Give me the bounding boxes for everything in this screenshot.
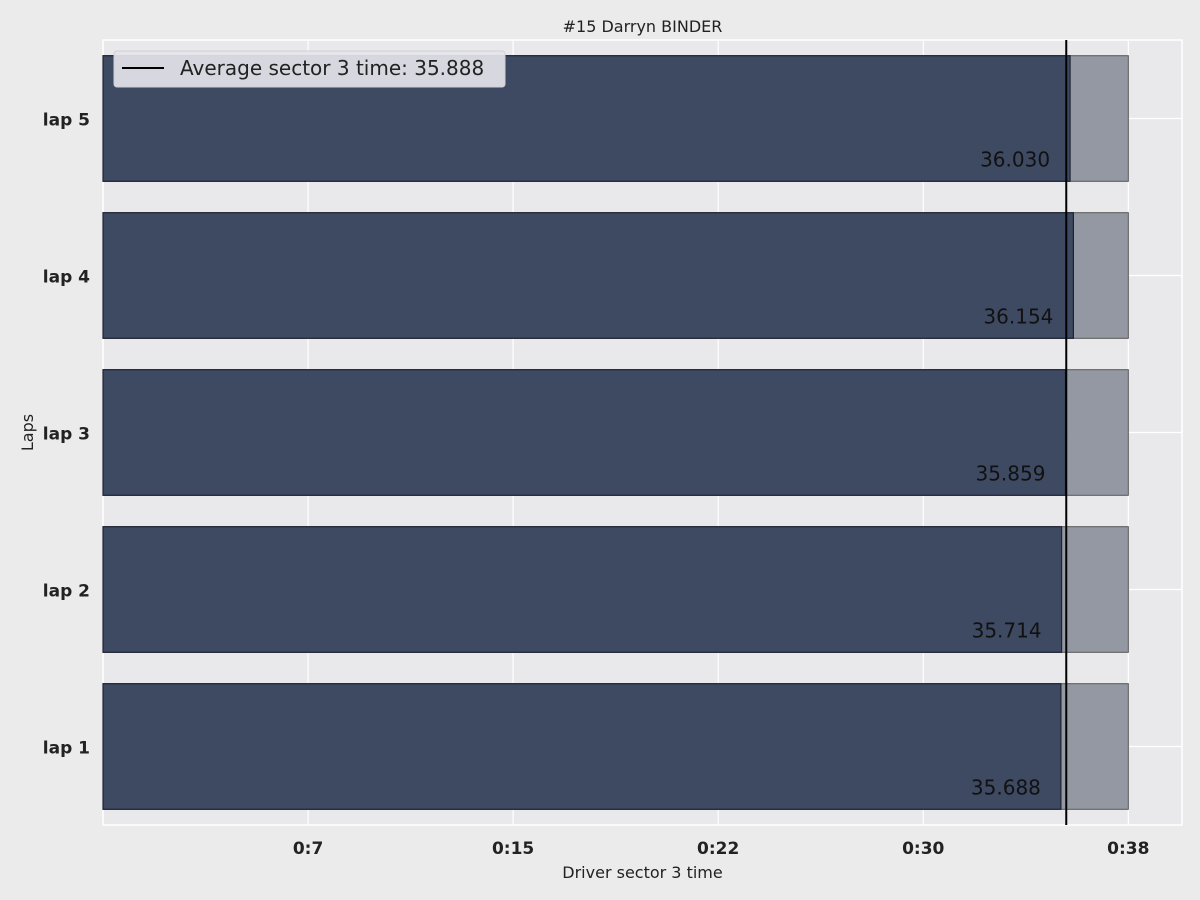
x-tick-label: 0:15 — [492, 839, 534, 859]
legend: Average sector 3 time: 35.888 — [113, 50, 506, 88]
legend-entry: Average sector 3 time: 35.888 — [180, 56, 484, 80]
bar — [102, 526, 1063, 653]
data-label: 35.859 — [975, 461, 1045, 485]
x-tick-label: 0:38 — [1107, 839, 1149, 859]
y-tick-label: lap 3 — [43, 425, 90, 445]
x-tick-label: 0:30 — [902, 839, 944, 859]
x-tick-labels: 0:7 0:15 0:22 0:30 0:38 — [293, 839, 1150, 859]
bar — [102, 369, 1067, 496]
y-tick-label: lap 2 — [43, 582, 90, 602]
y-tick-labels: lap 1 lap 2 lap 3 lap 4 lap 5 — [43, 111, 90, 759]
bar — [102, 683, 1062, 810]
x-axis-label: Driver sector 3 time — [562, 863, 722, 882]
data-labels: 35.688 35.714 35.859 36.154 36.030 — [971, 147, 1053, 799]
chart-title: #15 Darryn BINDER — [563, 17, 723, 36]
x-tick-label: 0:22 — [697, 839, 739, 859]
data-label: 36.030 — [980, 147, 1050, 171]
y-axis-label: Laps — [18, 414, 37, 451]
data-label: 35.714 — [972, 618, 1042, 642]
data-label: 35.688 — [971, 775, 1041, 799]
bars — [102, 55, 1075, 810]
y-tick-label: lap 4 — [43, 268, 90, 288]
y-tick-label: lap 1 — [43, 739, 90, 759]
legend-box — [113, 50, 506, 88]
data-label: 36.154 — [983, 304, 1053, 328]
y-tick-label: lap 5 — [43, 111, 90, 131]
bar — [102, 212, 1075, 339]
x-tick-label: 0:7 — [293, 839, 323, 859]
